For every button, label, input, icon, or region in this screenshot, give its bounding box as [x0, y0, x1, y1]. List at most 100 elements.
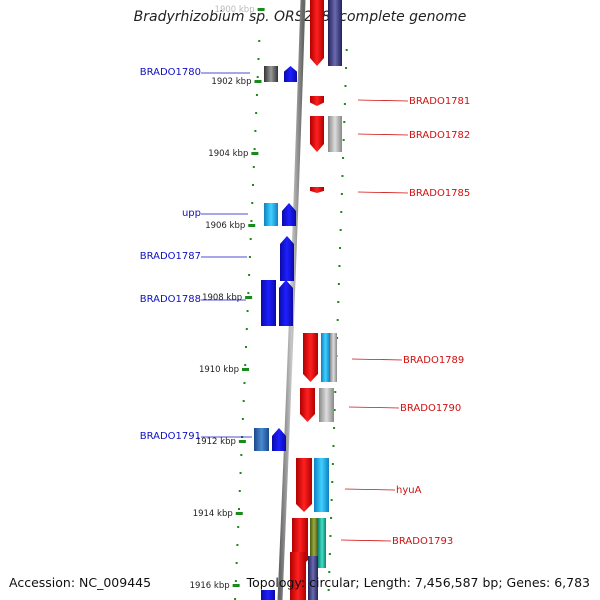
accession-text: Accession: NC_009445 [9, 575, 152, 590]
scale-dot [343, 103, 346, 105]
gene-mark[interactable] [330, 333, 337, 382]
scale-dot [246, 310, 249, 312]
scale-dot [327, 589, 330, 591]
scale-dot [333, 427, 336, 429]
gene-mark[interactable] [310, 0, 324, 66]
tick-label: 1910 kbp [199, 365, 239, 375]
scale-dot [252, 166, 255, 168]
gene-mark[interactable] [264, 203, 278, 226]
scale-dot [337, 283, 340, 285]
scale-dot [337, 301, 340, 303]
gene-mark[interactable] [318, 518, 326, 568]
scale-dot [340, 193, 343, 195]
tick-mark [245, 296, 253, 299]
scale-dot [334, 391, 337, 393]
tick-label: 1914 kbp [193, 509, 233, 519]
left-gene-label[interactable]: upp [182, 208, 201, 219]
scale-dot [247, 292, 250, 294]
gene-mark[interactable] [280, 236, 294, 281]
gene-mark[interactable] [310, 116, 324, 152]
leader-line [348, 406, 400, 409]
gene-mark[interactable] [303, 333, 318, 382]
gene-mark[interactable] [254, 428, 269, 451]
gene-mark[interactable] [314, 458, 329, 512]
right-gene-label[interactable]: BRADO1790 [400, 403, 461, 414]
left-gene-label[interactable]: BRADO1791 [140, 431, 201, 442]
tick-mark [238, 440, 246, 443]
scale-dot [345, 67, 348, 69]
scale-dot [328, 571, 331, 573]
scale-dot [329, 535, 332, 537]
scale-dot [340, 211, 343, 213]
gene-mark[interactable] [310, 518, 318, 568]
scale-dot [242, 400, 245, 402]
tick-mark [235, 512, 243, 515]
scale-dot [341, 175, 344, 177]
gene-mark[interactable] [261, 590, 275, 600]
scale-dot [253, 148, 256, 150]
scale-dot [331, 463, 334, 465]
gene-layer [254, 0, 342, 600]
gene-mark[interactable] [272, 428, 286, 451]
scale-dot [237, 508, 240, 510]
scale-dot [338, 265, 341, 267]
scale-dot [241, 418, 244, 420]
left-gene-label[interactable]: BRADO1780 [140, 67, 201, 78]
gene-mark[interactable] [279, 280, 293, 326]
scale-dot [330, 499, 333, 501]
tick-mark [254, 80, 262, 83]
tick-mark [232, 584, 240, 587]
gene-mark[interactable] [282, 203, 296, 226]
scale-dot [343, 121, 346, 123]
left-gene-label[interactable]: BRADO1787 [140, 251, 201, 262]
scale-dot [245, 346, 248, 348]
leader-line [351, 358, 403, 361]
scale-dot [248, 256, 251, 258]
scale-dot [234, 598, 237, 600]
gene-mark[interactable] [310, 187, 324, 193]
scale-dot [331, 481, 334, 483]
right-gene-label[interactable]: BRADO1793 [392, 536, 453, 547]
right-gene-label[interactable]: BRADO1782 [409, 130, 470, 141]
gene-mark[interactable] [264, 66, 278, 82]
scale-dot [245, 328, 248, 330]
gene-mark[interactable] [290, 552, 306, 600]
scale-dot [250, 220, 253, 222]
gene-mark[interactable] [319, 388, 334, 422]
scale-dot [333, 409, 336, 411]
scale-dot [342, 139, 345, 141]
scale-dot [342, 157, 345, 159]
left-gene-label[interactable]: BRADO1788 [140, 294, 201, 305]
tick-mark [248, 224, 256, 227]
gene-mark[interactable] [328, 116, 342, 152]
right-gene-label[interactable]: BRADO1785 [409, 188, 470, 199]
leader-line [344, 488, 396, 491]
scale-dot [336, 337, 339, 339]
gene-mark[interactable] [296, 458, 312, 512]
gene-mark[interactable] [308, 556, 318, 600]
gene-mark[interactable] [284, 66, 297, 82]
leader-line [357, 99, 409, 102]
right-gene-label[interactable]: BRADO1781 [409, 96, 470, 107]
scale-dot [255, 94, 258, 96]
tick-label: 1908 kbp [202, 293, 242, 303]
scale-dot [257, 58, 260, 60]
scale-dot [328, 553, 331, 555]
gene-mark[interactable] [321, 333, 330, 382]
scale-layer: 1900 kbp 1902 kbp 1904 kbp 1906 kbp 1908 kbp… [190, 5, 348, 600]
scale-dot [237, 526, 240, 528]
right-gene-label[interactable]: hyuA [396, 485, 422, 496]
gene-mark[interactable] [310, 96, 324, 106]
scale-dot [248, 274, 251, 276]
tick-mark [251, 152, 259, 155]
scale-dot [258, 40, 261, 42]
scale-dot [344, 85, 347, 87]
scale-dot [240, 454, 243, 456]
right-gene-label[interactable]: BRADO1789 [403, 355, 464, 366]
tick-label: 1900 kbp [215, 5, 255, 15]
gene-mark[interactable] [300, 388, 315, 422]
scale-dot [249, 238, 252, 240]
gene-mark[interactable] [328, 0, 342, 66]
tick-label: 1904 kbp [208, 149, 248, 159]
gene-mark[interactable] [261, 280, 276, 326]
